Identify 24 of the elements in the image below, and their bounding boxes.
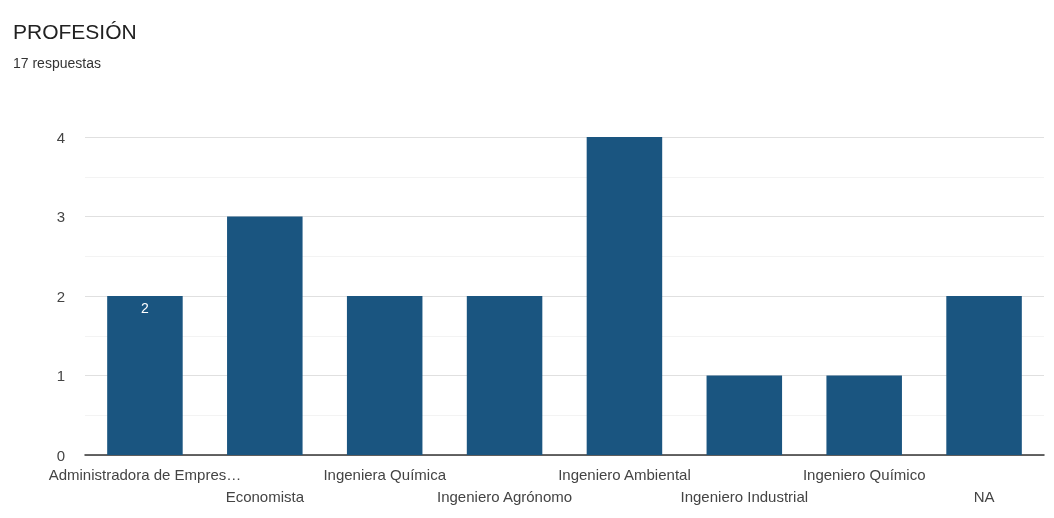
chart-subtitle: 17 respuestas xyxy=(13,55,101,71)
y-tick-label: 0 xyxy=(56,446,65,464)
bar xyxy=(826,375,902,455)
x-tick-label: Ingeniero Agrónomo xyxy=(437,487,573,505)
data-label: 2 xyxy=(141,300,150,316)
bar xyxy=(466,296,543,455)
bar xyxy=(227,216,303,455)
bar xyxy=(107,296,183,455)
y-tick-label: 4 xyxy=(56,128,65,146)
y-tick-label: 1 xyxy=(56,367,65,384)
bar xyxy=(346,296,423,455)
x-tick-label: Ingeniero Ambiental xyxy=(558,465,691,483)
bar xyxy=(946,296,1022,455)
y-tick-label: 3 xyxy=(56,208,65,225)
y-tick-label: 2 xyxy=(56,287,65,305)
x-tick-label: Economista xyxy=(225,487,305,505)
x-tick-label: Ingeniero Químico xyxy=(802,465,926,483)
bar xyxy=(706,375,783,455)
x-tick-label: Administradora de Empres… xyxy=(48,465,242,483)
x-tick-label: Ingeniera Química xyxy=(323,465,447,483)
x-tick-label: Ingeniero Industrial xyxy=(680,487,809,505)
bar xyxy=(586,137,663,455)
chart-title: PROFESIÓN xyxy=(13,20,137,43)
x-tick-label: NA xyxy=(973,487,995,505)
